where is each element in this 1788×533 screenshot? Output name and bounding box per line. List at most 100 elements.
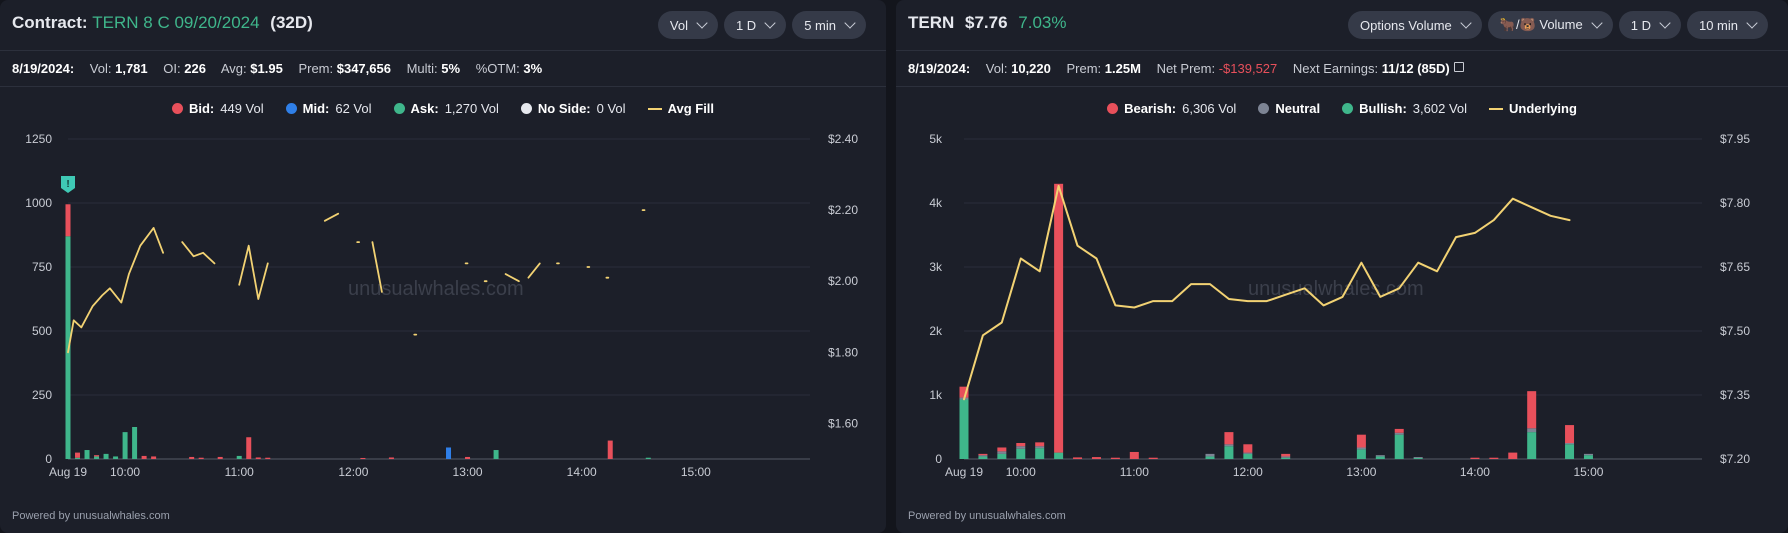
bar-segment-bid [265, 457, 271, 459]
x-tick-label: 10:00 [1006, 465, 1036, 479]
interval-select[interactable]: 10 min [1686, 11, 1768, 39]
bar-segment-bull [1224, 446, 1234, 459]
interval-select[interactable]: 5 min [792, 11, 866, 39]
bar-segment-neu [1016, 446, 1026, 449]
legend-avg-fill[interactable]: Avg Fill [647, 101, 714, 116]
bar-segment-neu [1565, 443, 1575, 445]
bar-segment-bear [1470, 457, 1480, 459]
left-controls: Vol 1 D 5 min [657, 11, 866, 39]
avg-fill-line [371, 241, 383, 293]
stats-date: 8/19/2024: [12, 61, 75, 76]
stat-multi: 5% [441, 61, 461, 76]
y2-tick-label: $2.40 [828, 132, 858, 146]
range-select[interactable]: 1 D [723, 11, 787, 39]
legend-bid[interactable]: Bid: 449 Vol [171, 101, 264, 116]
bar-segment-neu [1394, 432, 1404, 435]
y2-tick-label: $2.00 [828, 274, 858, 288]
bar-segment-bear [1091, 457, 1101, 459]
x-tick-label: 15:00 [1573, 465, 1603, 479]
external-link-icon[interactable] [1453, 62, 1464, 72]
bar-segment-bear [1243, 444, 1253, 453]
bar-segment-bear [1224, 432, 1234, 445]
y-tick-label: 2k [929, 324, 943, 338]
chart-type-select[interactable]: Options Volume [1347, 11, 1482, 39]
bar-segment-bull [1565, 444, 1575, 459]
bar-segment-bear [1073, 457, 1083, 459]
bar-segment-bear [1110, 457, 1120, 459]
x-tick-label: Aug 19 [945, 465, 983, 479]
x-tick-label: 15:00 [681, 465, 711, 479]
stat-prem: $347,656 [336, 61, 391, 76]
bar-segment-neu [997, 451, 1007, 454]
underlying-price-line [963, 184, 1571, 401]
bar-segment-bull [1054, 452, 1064, 459]
x-tick-label: 13:00 [1346, 465, 1376, 479]
range-select[interactable]: 1 D [1618, 11, 1681, 39]
bar-segment-bull [997, 453, 1007, 459]
bar-segment-neu [1356, 447, 1366, 450]
metric-select[interactable]: Vol [657, 11, 718, 39]
y-tick-label: 5k [929, 132, 943, 146]
stat-avg: $1.95 [250, 61, 283, 76]
y-tick-label: 4k [929, 196, 943, 210]
right-legend: Bearish: 6,306 Vol Neutral Bullish: 3,602 … [896, 101, 1788, 116]
avg-fill-line [527, 262, 541, 279]
sentiment-select[interactable]: 🐂/🐻 Volume [1487, 11, 1613, 39]
ticker-price: $7.76 [965, 13, 1008, 32]
footer[interactable]: Powered by unusualwhales.com [908, 510, 1066, 522]
bar-segment-bear [1016, 443, 1026, 447]
bar-segment-bid [151, 456, 157, 459]
bar-segment-bull [1356, 449, 1366, 459]
y-tick-label: 500 [32, 324, 52, 338]
y-tick-label: 250 [32, 388, 52, 402]
y2-tick-label: $2.20 [828, 203, 858, 217]
bar-segment-neu [1375, 455, 1385, 457]
alert-flag-text: ! [66, 179, 69, 190]
ticker-title: TERN $7.76 7.03% [908, 13, 1067, 33]
panel-header: Contract: TERN 8 C 09/20/2024 (32D) Vol … [0, 0, 886, 51]
bar-segment-bull [1243, 453, 1253, 459]
bar-segment-bid [217, 456, 223, 459]
legend-ask[interactable]: Ask: 1,270 Vol [393, 101, 499, 116]
bar-segment-bid [141, 455, 147, 459]
y-tick-label: 1000 [25, 196, 52, 210]
bar-segment-bid [94, 455, 100, 457]
bar-segment-ask [103, 453, 109, 459]
bar-segment-bull [1035, 448, 1045, 459]
contract-title: Contract: TERN 8 C 09/20/2024 (32D) [12, 13, 313, 33]
stat-net-prem: -$139,527 [1218, 61, 1278, 76]
x-tick-label: 14:00 [1460, 465, 1490, 479]
bar-segment-bear [1035, 442, 1045, 447]
legend-bullish[interactable]: Bullish: 3,602 Vol [1342, 101, 1467, 116]
y-tick-label: 0 [45, 452, 52, 466]
bar-segment-bear [997, 447, 1007, 452]
bar-segment-bull [1205, 456, 1215, 459]
ticker-stats: 8/19/2024: Vol: 10,220 Prem: 1.25M Net P… [908, 61, 1476, 76]
bar-segment-neu [1281, 456, 1291, 458]
bar-segment-bear [1508, 452, 1518, 459]
contract-stats: 8/19/2024: Vol: 1,781 OI: 226 Avg: $1.95… [12, 61, 543, 76]
bar-segment-bear [1148, 457, 1158, 459]
bar-segment-neu [1583, 453, 1593, 456]
x-tick-label: 10:00 [110, 465, 140, 479]
legend-neutral[interactable]: Neutral [1258, 101, 1320, 116]
legend-underlying[interactable]: Underlying [1489, 101, 1577, 116]
contract-value[interactable]: TERN 8 C 09/20/2024 [92, 13, 260, 32]
bar-segment-bid [607, 440, 613, 459]
footer[interactable]: Powered by unusualwhales.com [12, 510, 170, 522]
bar-segment-neu [1035, 446, 1045, 449]
ticker-change: 7.03% [1018, 13, 1067, 32]
bar-segment-bull [959, 399, 969, 459]
x-tick-label: Aug 19 [49, 465, 87, 479]
bar-segment-bid [65, 204, 71, 237]
bar-segment-ask [236, 455, 242, 459]
bar-segment-bear [1489, 457, 1499, 459]
bar-segment-bid [198, 457, 204, 459]
x-tick-label: 14:00 [567, 465, 597, 479]
contract-dte: (32D) [270, 13, 313, 32]
legend-bearish[interactable]: Bearish: 6,306 Vol [1107, 101, 1236, 116]
ticker-symbol[interactable]: TERN [908, 13, 955, 32]
legend-no-side[interactable]: No Side: 0 Vol [520, 101, 626, 116]
legend-mid[interactable]: Mid: 62 Vol [285, 101, 372, 116]
bar-segment-ask [94, 456, 100, 459]
